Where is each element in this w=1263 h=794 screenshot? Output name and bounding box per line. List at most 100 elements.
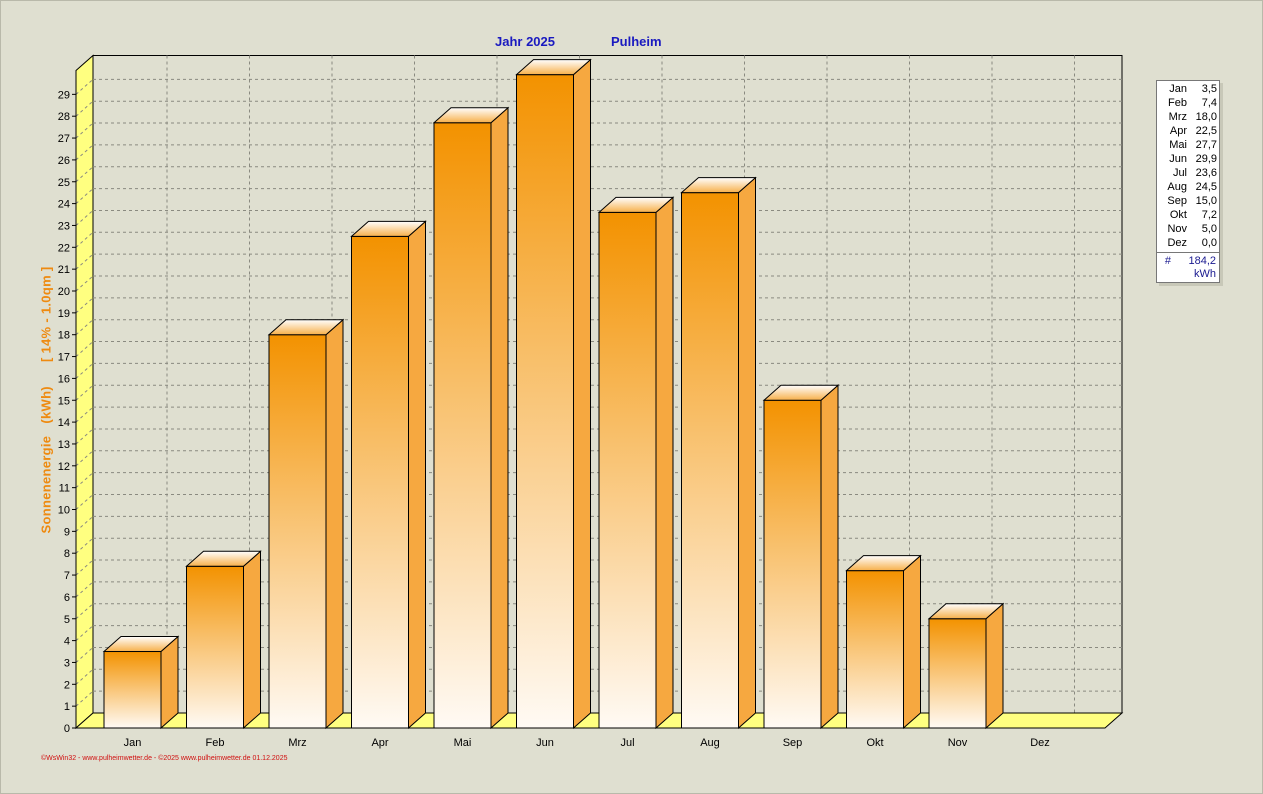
legend-month: Aug bbox=[1167, 181, 1187, 193]
legend-value: 15,0 bbox=[1195, 195, 1217, 207]
legend-row: Mai 27,7 bbox=[1157, 138, 1219, 152]
bar-mrz bbox=[268, 334, 327, 729]
y-tick-label: 10 bbox=[58, 505, 70, 517]
legend-row: Dez 0,0 bbox=[1157, 236, 1219, 250]
legend-month: Jun bbox=[1169, 153, 1187, 165]
bar-side-jan bbox=[160, 635, 179, 730]
bar-side-mrz bbox=[325, 318, 344, 730]
x-tick-label: Nov bbox=[948, 737, 968, 749]
y-tick-label: 20 bbox=[58, 286, 70, 298]
bar-top-mai bbox=[432, 107, 510, 124]
x-tick-label: Dez bbox=[1030, 737, 1050, 749]
gridline-side bbox=[75, 384, 94, 401]
legend-month: Apr bbox=[1169, 125, 1187, 137]
y-tick-label: 4 bbox=[64, 636, 70, 648]
gridline-side bbox=[75, 690, 94, 707]
y-tick-label: 9 bbox=[64, 526, 70, 538]
gridline-side bbox=[75, 668, 94, 685]
gridline-side bbox=[75, 472, 94, 489]
gridline-side bbox=[75, 231, 94, 248]
legend-value: 3,5 bbox=[1201, 83, 1217, 95]
legend-value: 24,5 bbox=[1195, 181, 1217, 193]
chart-side-wall bbox=[75, 54, 94, 730]
legend-value: 5,0 bbox=[1201, 223, 1217, 235]
bar-side-aug bbox=[738, 176, 756, 730]
legend-total-symbol: # bbox=[1164, 255, 1171, 267]
bar-side-mai bbox=[490, 106, 509, 730]
gridline-side bbox=[75, 144, 94, 161]
bar-top-jul bbox=[597, 196, 675, 213]
x-tick-label: Jan bbox=[124, 737, 142, 749]
bar-side-sep bbox=[820, 384, 839, 730]
y-tick-label: 14 bbox=[58, 417, 70, 429]
gridline-side bbox=[75, 166, 94, 183]
legend-box: Jan 3,5 Feb 7,4 Mrz 18,0 Apr 22,5 Mai 27,7 Jun 29,9… bbox=[1156, 80, 1220, 283]
gridline-side bbox=[75, 406, 94, 423]
chart-title: Jahr 2025 bbox=[495, 34, 555, 49]
legend-value: 18,0 bbox=[1195, 111, 1217, 123]
legend-month: Nov bbox=[1167, 223, 1187, 235]
legend-row: Jan 3,5 bbox=[1157, 82, 1219, 96]
gridline-side bbox=[75, 450, 94, 467]
y-tick-label: 21 bbox=[58, 264, 70, 276]
legend-month: Mrz bbox=[1168, 111, 1187, 123]
gridline-side bbox=[75, 494, 94, 510]
x-tick-label: Jun bbox=[536, 737, 554, 749]
y-tick-label: 1 bbox=[64, 701, 70, 713]
gridline-side bbox=[75, 341, 94, 357]
legend-row: Jul 23,6 bbox=[1157, 166, 1219, 180]
legend-value: 29,9 bbox=[1195, 153, 1217, 165]
legend-month: Okt bbox=[1169, 209, 1187, 221]
legend-value: 27,7 bbox=[1195, 139, 1217, 151]
bar-side-nov bbox=[985, 602, 1004, 730]
gridline-side bbox=[75, 625, 94, 641]
gridline-side bbox=[75, 363, 94, 379]
legend-row: Okt 7,2 bbox=[1157, 208, 1219, 222]
y-tick-label: 6 bbox=[64, 592, 70, 604]
gridline-side bbox=[75, 100, 94, 117]
gridline-side bbox=[75, 515, 94, 532]
x-tick-label: Jul bbox=[620, 737, 634, 749]
gridline-side bbox=[75, 537, 94, 554]
y-tick-label: 27 bbox=[58, 133, 70, 145]
legend-total-value: 184,2 bbox=[1188, 255, 1216, 267]
bar-side-jul bbox=[655, 196, 674, 730]
gridline-side bbox=[75, 188, 94, 204]
bar-side-apr bbox=[408, 220, 426, 730]
y-tick-label: 24 bbox=[58, 199, 70, 211]
y-tick-label: 13 bbox=[58, 439, 70, 451]
legend-month: Jan bbox=[1169, 83, 1187, 95]
bar-top-nov bbox=[927, 603, 1005, 620]
x-tick-label: Mai bbox=[454, 737, 472, 749]
x-tick-label: Feb bbox=[206, 737, 225, 749]
legend-row: Apr 22,5 bbox=[1157, 124, 1219, 138]
gridline-side bbox=[75, 603, 94, 620]
bar-top-mrz bbox=[267, 319, 345, 336]
gridline-side bbox=[75, 297, 94, 314]
gridline-side bbox=[75, 253, 94, 270]
y-tick-label: 22 bbox=[58, 242, 70, 254]
legend-value: 22,5 bbox=[1195, 125, 1217, 137]
legend-value: 7,2 bbox=[1201, 209, 1217, 221]
y-tick-label: 28 bbox=[58, 111, 70, 123]
y-tick-label: 16 bbox=[58, 373, 70, 385]
bar-side-okt bbox=[903, 554, 921, 730]
bar-aug bbox=[681, 192, 739, 729]
bar-mai bbox=[433, 122, 492, 729]
bar-nov bbox=[928, 618, 987, 729]
y-tick-label: 17 bbox=[58, 352, 70, 364]
legend-month: Mai bbox=[1169, 139, 1187, 151]
legend-month: Jul bbox=[1172, 167, 1187, 179]
footer-copyright: ©WsWin32 - www.pulheimwetter.de - ©2025 … bbox=[41, 755, 288, 762]
y-tick-label: 29 bbox=[58, 89, 70, 101]
legend-month: Feb bbox=[1168, 97, 1187, 109]
x-tick-label: Sep bbox=[783, 737, 803, 749]
gridline-side bbox=[75, 559, 94, 576]
y-tick-label: 23 bbox=[58, 220, 70, 232]
bar-top-jun bbox=[515, 59, 592, 76]
bar-top-jan bbox=[102, 636, 180, 653]
legend-value: 23,6 bbox=[1195, 167, 1217, 179]
y-tick-label: 26 bbox=[58, 155, 70, 167]
bar-apr bbox=[351, 235, 409, 729]
legend-row: Jun 29,9 bbox=[1157, 152, 1219, 166]
